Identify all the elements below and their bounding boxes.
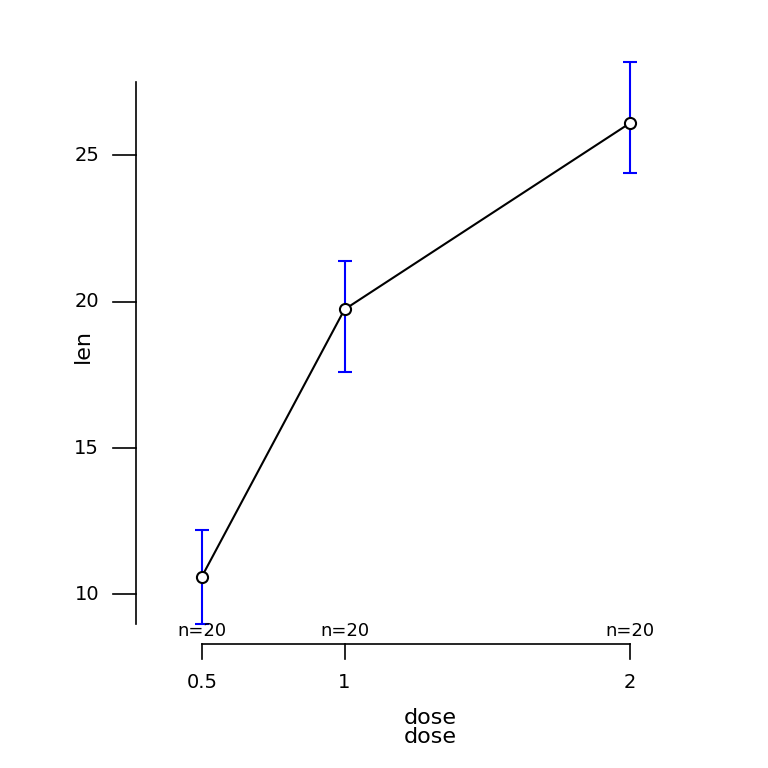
Text: n=20: n=20 [177,621,227,640]
Text: 0.5: 0.5 [187,674,217,692]
Text: n=20: n=20 [605,621,654,640]
Text: 20: 20 [74,292,99,311]
Text: 1: 1 [339,674,351,692]
Text: 25: 25 [74,146,99,165]
Text: 15: 15 [74,439,99,458]
Text: n=20: n=20 [320,621,369,640]
Text: 2: 2 [624,674,636,692]
Text: 10: 10 [74,584,99,604]
Text: len: len [73,329,93,362]
Text: dose: dose [403,727,457,746]
X-axis label: dose: dose [403,708,457,728]
